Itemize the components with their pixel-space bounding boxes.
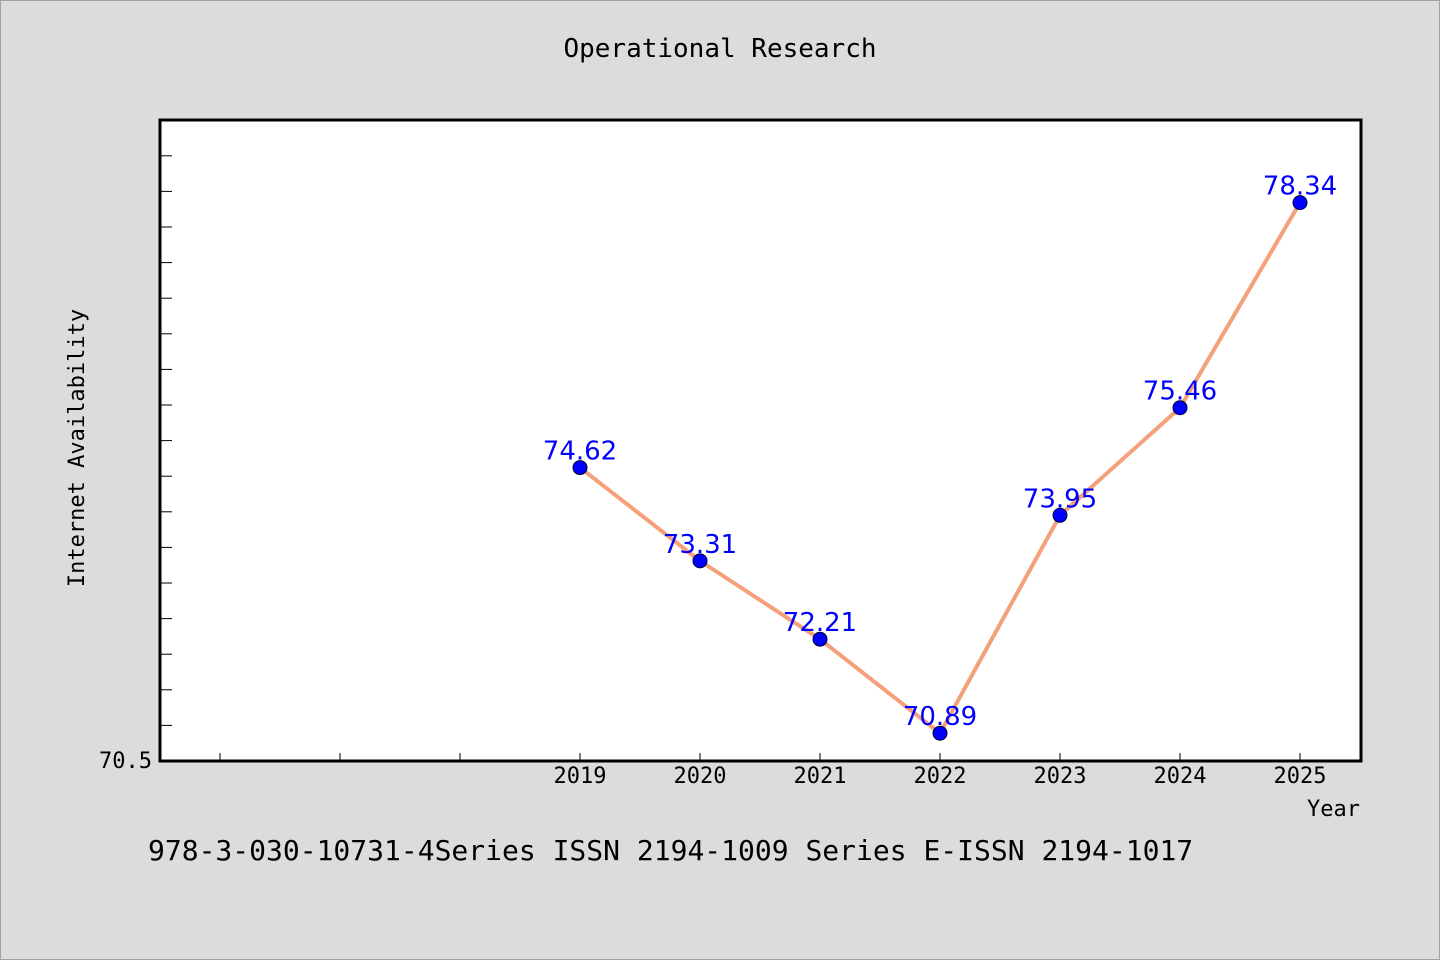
data-point: [1052, 507, 1068, 523]
x-tick-label: 2023: [1034, 764, 1087, 789]
x-tick-label: 2024: [1154, 764, 1207, 789]
data-label: 70.89: [903, 702, 977, 732]
x-axis-label: Year: [1307, 797, 1360, 822]
data-point: [572, 460, 588, 476]
y-axis-label: Internet Availability: [65, 309, 90, 587]
data-point: [692, 553, 708, 569]
data-label: 73.95: [1023, 484, 1097, 514]
series-group: 74.62 73.31 72.21 70.89 73.95 75.46 78.34: [543, 172, 1337, 741]
data-point: [812, 631, 828, 647]
chart-title: Operational Research: [563, 34, 877, 64]
x-tick-label: 2025: [1274, 764, 1327, 789]
y-minor-ticks: [160, 155, 172, 726]
x-ticks: 2019 2020 2021 2022 2023 2024 2025: [219, 753, 1327, 789]
plot-area: [158, 118, 1363, 763]
y-tick-label: 70.5: [99, 749, 152, 774]
data-label: 72.21: [783, 608, 857, 638]
x-tick-label: 2021: [794, 764, 847, 789]
data-point: [1292, 195, 1308, 211]
x-tick-label: 2019: [554, 764, 607, 789]
data-label: 73.31: [663, 530, 737, 560]
data-label: 78.34: [1263, 172, 1337, 202]
x-tick-label: 2022: [914, 764, 967, 789]
footer-isbn-text: 978-3-030-10731-4Series ISSN 2194-1009 S…: [148, 834, 1194, 867]
x-tick-label: 2020: [674, 764, 727, 789]
data-point: [932, 725, 948, 741]
data-label: 75.46: [1143, 377, 1217, 407]
data-point: [1172, 400, 1188, 416]
data-label: 74.62: [543, 437, 617, 467]
